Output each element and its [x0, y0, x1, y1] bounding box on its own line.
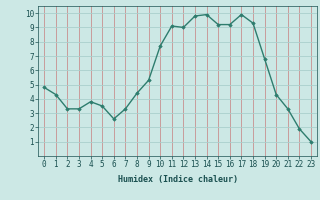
- X-axis label: Humidex (Indice chaleur): Humidex (Indice chaleur): [118, 175, 238, 184]
